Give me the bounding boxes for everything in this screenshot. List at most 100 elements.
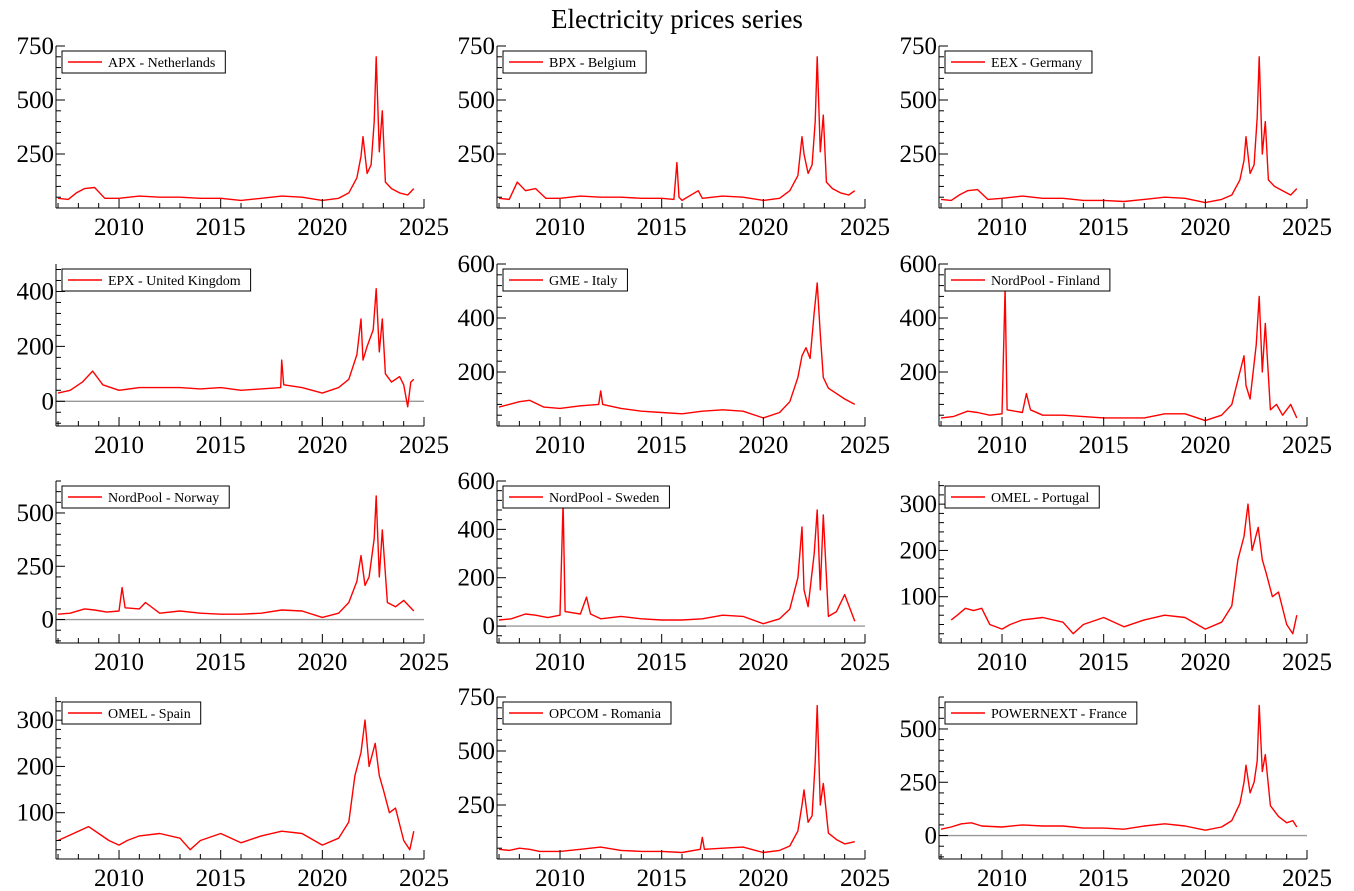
x-tick-label: 2025 [840,649,890,676]
series-line [498,502,856,625]
chart-svg: 2010 2015 2020 2025 200 400 600 GME - Italy [458,251,891,459]
x-tick-label: 2020 [297,432,347,459]
y-tick-label: 200 [17,333,55,360]
y-tick-label: 200 [458,565,496,592]
y-tick-label: 600 [458,251,496,278]
legend-label: OMEL - Portugal [991,491,1089,506]
y-tick-label: 750 [17,33,55,60]
legend-label: OMEL - Spain [108,707,191,722]
y-tick-label: 400 [458,516,496,543]
x-tick-label: 2010 [535,214,585,241]
legend-box [61,50,226,74]
legend-box [944,485,1100,509]
legend-label: NordPool - Finland [991,274,1100,289]
x-tick-label: 2025 [1282,432,1332,459]
y-tick-label: 750 [458,684,496,711]
x-tick-label: 2015 [1079,432,1129,459]
legend: POWERNEXT - France [944,701,1138,725]
x-tick-label: 2025 [840,432,890,459]
x-tick-label: 2025 [399,649,449,676]
series-line [57,719,415,851]
chart-panel-omel-portugal: 2010 2015 2020 2025 100 200 300 OMEL - Portugal [883,475,1332,676]
x-tick-label: 2010 [94,214,144,241]
legend-box [944,701,1138,725]
y-tick-label: 200 [900,359,938,386]
chart-panel-gme-italy: 2010 2015 2020 2025 200 400 600 GME - Italy [441,251,891,459]
y-tick-label: 0 [925,823,938,850]
y-tick-label: 250 [17,553,55,580]
series-line [57,56,415,202]
y-tick-label: 0 [42,388,55,415]
chart-panel-epx-united-kingdom: 2010 2015 2020 2025 0 200 400 EPX - United King… [0,258,449,459]
y-tick-label: 250 [458,141,496,168]
legend-label: POWERNEXT - France [991,707,1127,722]
chart-svg: 2010 2015 2020 2025 250 500 750 EEX - Germany [900,33,1333,241]
x-tick-label: 2020 [297,649,347,676]
y-tick-label: 500 [900,87,938,114]
chart-panel-bpx-belgium: 2010 2015 2020 2025 250 500 750 BPX - Belgium [441,33,891,241]
y-tick-label: 200 [458,359,496,386]
x-tick-label: 2010 [977,432,1027,459]
legend-box [944,268,1111,292]
x-tick-label: 2020 [1180,865,1230,891]
legend: OMEL - Spain [61,701,202,725]
legend-box [502,701,672,725]
legend-label: APX - Netherlands [108,56,215,71]
chart-panel-nordpool-norway: 2010 2015 2020 2025 0 250 500 NordPool - Norway [0,475,449,676]
x-tick-label: 2010 [977,865,1027,891]
x-tick-label: 2025 [1282,214,1332,241]
x-tick-label: 2015 [637,865,687,891]
y-tick-label: 0 [42,607,55,634]
y-tick-label: 250 [17,141,55,168]
y-tick-label: 100 [17,800,55,827]
legend-box [61,485,230,509]
chart-panel-nordpool-sweden: 2010 2015 2020 2025 0 200 400 600 NordPool - Swe… [441,468,891,676]
legend-label: NordPool - Sweden [549,491,659,506]
legend-label: NordPool - Norway [108,491,219,506]
y-tick-label: 500 [458,87,496,114]
legend-label: BPX - Belgium [549,56,636,71]
legend: BPX - Belgium [502,50,647,74]
y-tick-label: 200 [900,537,938,564]
x-tick-label: 2015 [196,214,246,241]
legend: OPCOM - Romania [502,701,672,725]
y-tick-label: 300 [900,491,938,518]
legend: APX - Netherlands [61,50,226,74]
y-tick-label: 600 [458,468,496,495]
y-tick-label: 600 [900,251,938,278]
chart-panel-nordpool-finland: 2010 2015 2020 2025 200 400 600 NordPool - Finl… [883,251,1333,459]
series-line [57,288,415,408]
y-tick-label: 750 [458,33,496,60]
legend-box [502,485,670,509]
chart-svg: 2010 2015 2020 2025 0 250 500 POWERNEXT - Franc… [900,696,1332,891]
x-tick-label: 2010 [977,649,1027,676]
x-tick-label: 2020 [738,865,788,891]
chart-svg: 2010 2015 2020 2025 0 250 500 NordPool - Norway [17,480,449,676]
y-tick-label: 500 [17,500,55,527]
series-line [498,282,856,419]
x-tick-label: 2010 [94,649,144,676]
x-tick-label: 2015 [196,432,246,459]
x-tick-label: 2015 [1079,865,1129,891]
x-tick-label: 2010 [535,432,585,459]
y-tick-label: 0 [483,613,496,640]
legend: NordPool - Norway [61,485,230,509]
series-line [940,287,1298,422]
y-tick-label: 400 [17,278,55,305]
y-tick-label: 250 [900,141,938,168]
x-tick-label: 2020 [738,649,788,676]
chart-svg: 2010 2015 2020 2025 250 500 750 BPX - Belgium [458,33,891,241]
x-tick-label: 2020 [1180,432,1230,459]
legend-box [502,50,647,74]
x-tick-label: 2025 [399,214,449,241]
y-tick-label: 750 [900,33,938,60]
chart-panel-eex-germany: 2010 2015 2020 2025 250 500 750 EEX - Germany [883,33,1333,241]
x-tick-label: 2015 [637,649,687,676]
x-tick-label: 2025 [1282,649,1332,676]
x-tick-label: 2020 [738,432,788,459]
legend-box [502,268,628,292]
chart-svg: 2010 2015 2020 2025 0 200 400 600 NordPool - Swe… [458,468,891,676]
legend-box [61,701,202,725]
